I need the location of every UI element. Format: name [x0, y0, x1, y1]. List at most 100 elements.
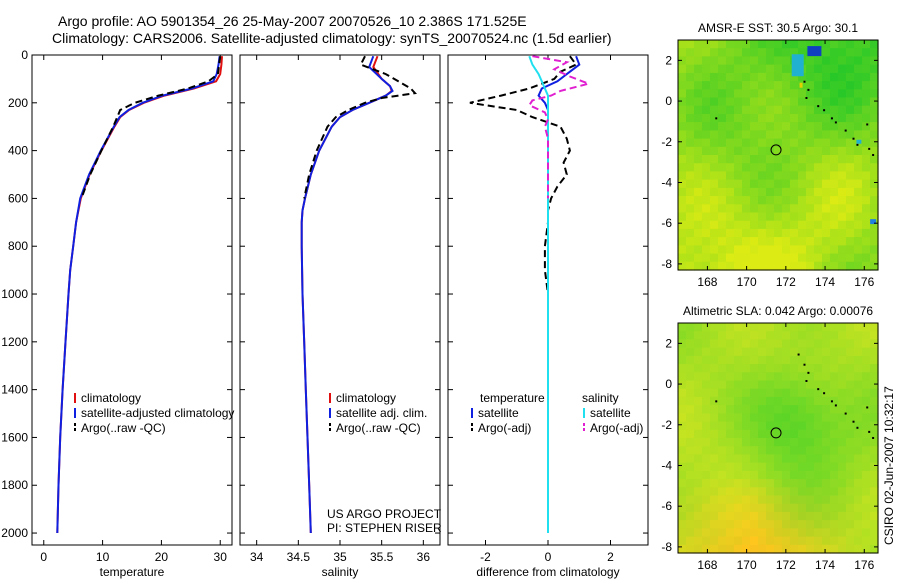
sst-map-cell	[678, 204, 687, 214]
sst-map-cell	[830, 146, 839, 156]
sst-map-cell	[838, 163, 847, 172]
sst-map-cell	[814, 40, 823, 49]
sla-map-cell	[694, 339, 703, 349]
sst-map-cell	[726, 204, 735, 214]
difference-legend-group-title: salinity	[582, 391, 619, 405]
sla-map-cell	[686, 503, 695, 513]
sla-map-cell	[798, 454, 807, 464]
sst-map-cell	[734, 64, 743, 74]
sla-map-cell	[718, 479, 727, 488]
sst-map-cell	[718, 171, 727, 181]
sst-map-cell	[774, 261, 783, 271]
sst-map-cell	[870, 105, 879, 115]
sst-map-cell	[862, 64, 871, 74]
sst-map-cell	[766, 179, 775, 189]
temperature-xtick-label: 10	[96, 550, 110, 564]
sla-map-cell	[694, 544, 703, 554]
sla-map-cell	[726, 503, 735, 513]
sla-map-cell	[758, 421, 767, 431]
sst-map-cell	[702, 48, 711, 57]
sst-map-cell	[742, 237, 751, 246]
sla-map-cell	[726, 413, 735, 423]
sst-map-cell	[742, 138, 751, 148]
sst-map-cell	[702, 113, 711, 123]
sla-map-cell	[718, 405, 727, 414]
sla-map-cell	[854, 405, 863, 414]
sla-map-cell	[774, 355, 783, 365]
sst-map-cell	[862, 212, 871, 222]
sst-map-cell	[822, 105, 831, 115]
sst-map-cell	[726, 261, 735, 271]
sst-map-cell	[718, 130, 727, 140]
sla-map-cell	[854, 454, 863, 464]
sla-map-cell	[750, 396, 759, 406]
sla-map-cell	[838, 364, 847, 373]
sst-map-cell	[750, 171, 759, 181]
sla-map-cell	[694, 446, 703, 455]
sla-map-cell	[854, 536, 863, 546]
sla-map-cell	[798, 380, 807, 390]
sla-map-cell	[822, 536, 831, 546]
sla-map-cell	[766, 396, 775, 406]
sst-map-cell	[678, 237, 687, 246]
sla-map-cell	[806, 339, 815, 349]
sla-map-cell	[686, 339, 695, 349]
sst-map-cell	[766, 138, 775, 148]
sst-map-cell	[686, 228, 695, 238]
sla-map-cell	[758, 544, 767, 554]
sst-map-cell	[806, 171, 815, 181]
sla-map-cell	[774, 503, 783, 513]
sla-map-cell	[710, 528, 719, 538]
sla-map-cell	[774, 380, 783, 390]
sst-map-cell	[862, 163, 871, 172]
sla-map-cell	[766, 487, 775, 497]
sla-map-cell	[774, 364, 783, 373]
sla-map-cell	[766, 413, 775, 423]
sla-map-cell	[742, 421, 751, 431]
sst-map-cell	[846, 40, 855, 49]
sst-map-cell	[830, 122, 839, 131]
sst-map-cell	[830, 163, 839, 172]
sla-map-cell	[750, 339, 759, 349]
sst-map-cell	[846, 196, 855, 205]
sst-map-cell	[694, 253, 703, 263]
sst-map-cell	[814, 113, 823, 123]
sla-map-cell	[686, 446, 695, 455]
sst-map-cell	[830, 261, 839, 271]
sst-map-cell	[702, 130, 711, 140]
sla-map-cell	[854, 380, 863, 390]
sla-map-cell	[782, 355, 791, 365]
sst-map-cell	[726, 146, 735, 156]
temperature-ytick-label: 1000	[1, 287, 28, 301]
sla-map-cell	[774, 479, 783, 488]
sst-map-cell	[702, 171, 711, 181]
sla-map-cell	[694, 413, 703, 423]
sla-map-island	[852, 420, 855, 423]
sla-map-cell	[702, 470, 711, 480]
sst-map-cell	[726, 196, 735, 205]
sst-map-cell	[726, 40, 735, 49]
sla-map-cell	[710, 462, 719, 472]
sla-map-cell	[782, 347, 791, 357]
sst-map-cell	[694, 179, 703, 189]
sla-map-cell	[702, 355, 711, 365]
sst-map-cell	[774, 138, 783, 148]
sst-map-cell	[782, 56, 791, 66]
sla-map-cell	[822, 339, 831, 349]
sst-map-cell	[838, 113, 847, 123]
sst-map-cell	[798, 146, 807, 156]
sst-map-cell	[750, 113, 759, 123]
sla-map-cell	[750, 438, 759, 447]
sla-map-cell	[838, 421, 847, 431]
sla-map-cell	[766, 339, 775, 349]
sla-map-cell	[854, 355, 863, 365]
sst-map-cell	[822, 146, 831, 156]
sla-map-cell	[710, 446, 719, 455]
sst-map-cell	[798, 122, 807, 131]
sst-map-cell	[726, 220, 735, 230]
sst-map-cell	[702, 105, 711, 115]
sst-map-cell	[694, 89, 703, 99]
sst-map-cell	[750, 204, 759, 214]
sla-map-cell	[750, 495, 759, 505]
sst-map-cell	[806, 196, 815, 205]
